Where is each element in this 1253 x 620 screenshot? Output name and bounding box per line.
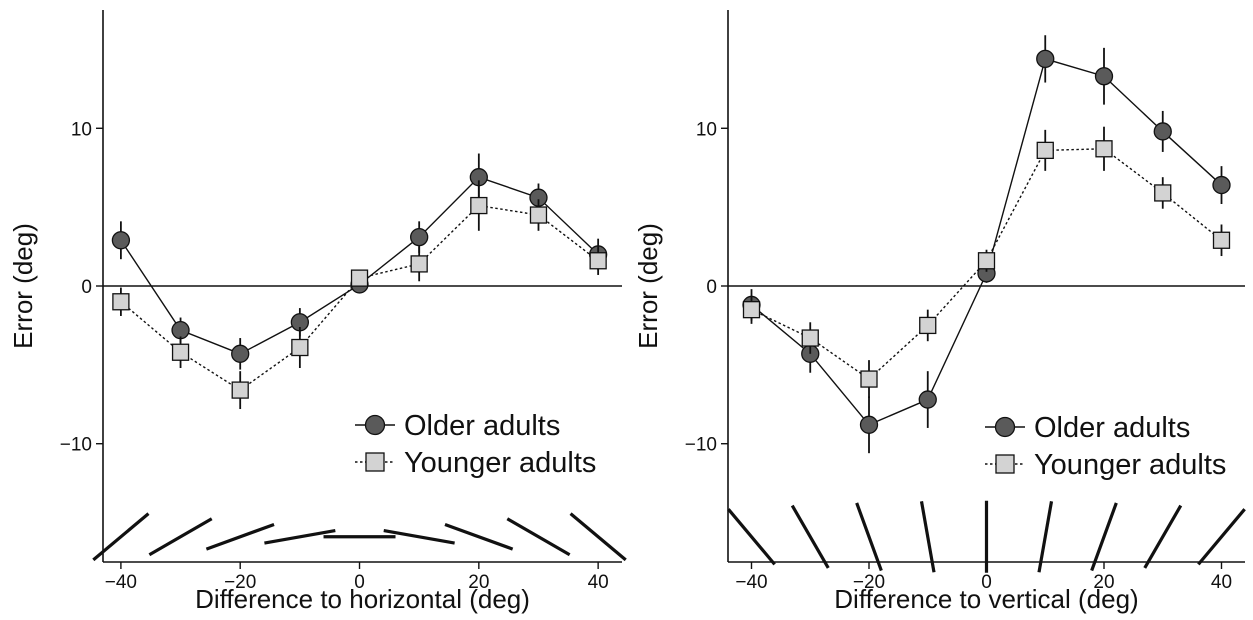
- data-point-square: [350, 269, 369, 287]
- orientation-guide-line: [506, 517, 571, 557]
- y-tick-label: −10: [685, 435, 717, 456]
- data-point-square: [529, 206, 548, 224]
- y-tick-label: 0: [706, 277, 717, 298]
- y-tick-label: 10: [71, 119, 92, 140]
- series-older-adults: [111, 153, 608, 370]
- orientation-guide-line: [92, 512, 150, 562]
- data-point-circle: [1036, 49, 1055, 69]
- data-point-circle: [231, 344, 250, 363]
- data-point-circle: [918, 390, 937, 409]
- series-older-adults: [742, 35, 1231, 454]
- y-tick-label: 0: [81, 277, 92, 298]
- legend-entry: Older adults: [985, 412, 1190, 444]
- orientation-guide-line: [383, 528, 455, 545]
- data-point-square: [470, 196, 488, 215]
- x-axis-title: Difference to vertical (deg): [834, 584, 1138, 614]
- series-line: [751, 58, 1222, 426]
- x-tick-label: −20: [853, 572, 885, 593]
- series-younger-adults: [112, 180, 607, 410]
- orientation-guide-line: [1090, 502, 1118, 572]
- orientation-guide-line: [444, 522, 514, 551]
- orientation-guide-line: [569, 512, 627, 562]
- legend-entry: Older adults: [355, 410, 560, 442]
- orientation-guide-line: [855, 502, 883, 572]
- legend-square-key: [365, 452, 385, 472]
- orientation-guide-line: [205, 522, 275, 551]
- data-point-circle: [410, 227, 429, 247]
- orientation-guide-line: [1197, 508, 1246, 566]
- data-point-circle: [1153, 122, 1172, 141]
- x-tick-label: 0: [354, 572, 365, 593]
- x-tick-label: 20: [468, 572, 489, 593]
- data-point-square: [589, 252, 607, 270]
- orientation-guide-line: [727, 508, 776, 566]
- y-axis-title: Error (deg): [633, 223, 663, 349]
- legend-label: Younger adults: [404, 447, 596, 479]
- orientation-guide-line: [919, 501, 936, 573]
- orientation-guide-line: [1143, 504, 1183, 569]
- legend-circle-key: [364, 414, 386, 436]
- data-point-square: [1154, 184, 1172, 202]
- series-line: [120, 204, 599, 391]
- data-point-square: [919, 316, 937, 335]
- orientation-guide-line: [148, 517, 213, 557]
- data-point-circle: [111, 231, 131, 250]
- x-tick-label: 40: [1211, 572, 1232, 593]
- data-point-square: [291, 338, 309, 357]
- data-point-square: [801, 329, 819, 347]
- data-point-circle: [1094, 67, 1114, 86]
- orientation-guide-line: [1037, 501, 1054, 573]
- data-point-square: [410, 255, 428, 273]
- data-point-square: [171, 343, 190, 361]
- data-point-circle: [171, 321, 190, 340]
- y-axis-title: Error (deg): [8, 223, 38, 349]
- legend-circle-key: [994, 416, 1016, 438]
- data-point-circle: [1212, 175, 1231, 195]
- legend-entry: Younger adults: [355, 447, 596, 479]
- data-point-square: [742, 301, 761, 319]
- data-point-circle: [859, 415, 879, 434]
- data-point-square: [1095, 140, 1113, 158]
- x-axis-title: Difference to horizontal (deg): [195, 584, 530, 614]
- x-tick-label: −20: [224, 572, 256, 593]
- data-point-square: [231, 381, 249, 399]
- series-younger-adults: [742, 126, 1231, 398]
- series-line: [120, 176, 599, 355]
- legend-entry: Younger adults: [985, 449, 1226, 481]
- chart-panel-2: −10 0 10 −40 −20 0 20 40 Difference to vertical …: [633, 10, 1246, 614]
- y-tick-label: −10: [60, 435, 92, 456]
- x-tick-label: −40: [105, 572, 137, 593]
- legend-label: Older adults: [404, 410, 560, 442]
- x-tick-label: −40: [735, 572, 767, 593]
- orientation-guide-line: [264, 528, 336, 545]
- series-line: [751, 148, 1222, 380]
- x-tick-label: 20: [1093, 572, 1114, 593]
- data-point-square: [1212, 231, 1231, 249]
- x-tick-label: 0: [981, 572, 992, 593]
- chart-panel-1: −10 0 10 −40 −20 0 20 40 Difference to horizonta…: [8, 10, 627, 614]
- y-tick-label: 10: [696, 119, 717, 140]
- data-point-square: [1036, 141, 1054, 160]
- x-tick-label: 40: [588, 572, 609, 593]
- legend-square-key: [995, 454, 1015, 474]
- orientation-guide-line: [790, 504, 830, 569]
- legend-label: Older adults: [1034, 412, 1190, 444]
- data-point-square: [112, 293, 130, 311]
- legend-label: Younger adults: [1034, 449, 1226, 481]
- data-point-square: [860, 370, 878, 388]
- data-point-square: [977, 252, 996, 270]
